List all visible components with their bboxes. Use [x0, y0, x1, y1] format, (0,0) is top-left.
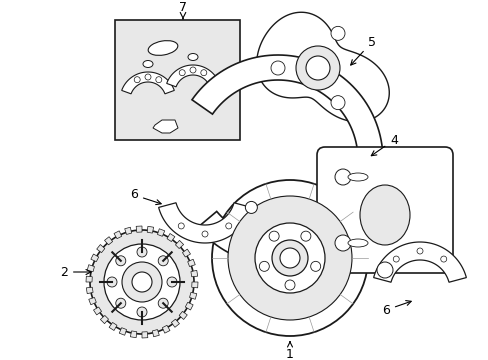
- Polygon shape: [162, 325, 170, 333]
- Ellipse shape: [347, 239, 367, 247]
- Circle shape: [134, 77, 140, 83]
- Polygon shape: [91, 254, 99, 262]
- Polygon shape: [190, 270, 197, 277]
- Polygon shape: [130, 331, 137, 338]
- Polygon shape: [104, 237, 112, 245]
- Text: 5: 5: [350, 36, 375, 65]
- Text: 7: 7: [179, 1, 186, 14]
- Circle shape: [90, 230, 194, 334]
- Ellipse shape: [148, 41, 178, 55]
- Circle shape: [132, 272, 152, 292]
- Circle shape: [212, 180, 367, 336]
- Polygon shape: [100, 315, 108, 324]
- Circle shape: [310, 261, 320, 271]
- Polygon shape: [152, 329, 159, 337]
- Circle shape: [305, 56, 329, 80]
- Polygon shape: [136, 226, 142, 232]
- Circle shape: [201, 70, 206, 76]
- Polygon shape: [158, 203, 251, 243]
- Polygon shape: [97, 244, 104, 253]
- Polygon shape: [175, 240, 183, 248]
- Polygon shape: [153, 120, 178, 133]
- Polygon shape: [124, 227, 131, 234]
- Text: 2: 2: [60, 266, 91, 279]
- Circle shape: [285, 280, 294, 290]
- Circle shape: [107, 277, 117, 287]
- Polygon shape: [373, 242, 466, 282]
- Circle shape: [104, 244, 180, 320]
- Circle shape: [137, 247, 147, 257]
- Text: 6: 6: [381, 301, 410, 316]
- Circle shape: [268, 231, 279, 241]
- Circle shape: [137, 307, 147, 317]
- Polygon shape: [147, 226, 153, 233]
- Polygon shape: [166, 65, 219, 87]
- Polygon shape: [171, 319, 179, 327]
- Circle shape: [259, 261, 269, 271]
- Polygon shape: [88, 297, 96, 305]
- Circle shape: [122, 262, 162, 302]
- Circle shape: [334, 235, 350, 251]
- Circle shape: [330, 96, 345, 110]
- Bar: [115, 20, 240, 140]
- Text: 6: 6: [130, 189, 161, 204]
- Circle shape: [334, 169, 350, 185]
- Circle shape: [254, 223, 325, 293]
- Circle shape: [202, 231, 207, 237]
- Polygon shape: [182, 249, 190, 257]
- Circle shape: [280, 248, 299, 268]
- Circle shape: [295, 46, 339, 90]
- Circle shape: [225, 223, 231, 229]
- Circle shape: [145, 74, 151, 80]
- Polygon shape: [179, 311, 187, 319]
- Polygon shape: [142, 332, 147, 338]
- Ellipse shape: [347, 173, 367, 181]
- Circle shape: [271, 240, 307, 276]
- Circle shape: [178, 223, 184, 229]
- Polygon shape: [167, 234, 175, 242]
- Circle shape: [167, 277, 177, 287]
- Circle shape: [158, 298, 168, 308]
- Polygon shape: [191, 282, 198, 288]
- Polygon shape: [157, 229, 164, 236]
- Circle shape: [392, 256, 398, 262]
- Ellipse shape: [142, 60, 153, 68]
- Circle shape: [227, 196, 351, 320]
- Polygon shape: [87, 265, 94, 271]
- Circle shape: [190, 67, 196, 73]
- Text: 4: 4: [370, 134, 397, 156]
- FancyBboxPatch shape: [316, 147, 452, 273]
- Ellipse shape: [359, 185, 409, 245]
- Polygon shape: [93, 307, 102, 315]
- Circle shape: [179, 70, 185, 76]
- Circle shape: [300, 231, 310, 241]
- Circle shape: [376, 262, 392, 278]
- Polygon shape: [187, 259, 195, 266]
- Polygon shape: [109, 323, 117, 330]
- Circle shape: [270, 61, 285, 75]
- Polygon shape: [192, 55, 382, 265]
- Polygon shape: [256, 12, 388, 122]
- Circle shape: [116, 256, 125, 266]
- Circle shape: [416, 248, 422, 254]
- Polygon shape: [122, 72, 174, 94]
- Text: 1: 1: [285, 342, 293, 360]
- Circle shape: [158, 256, 168, 266]
- Text: 3: 3: [358, 190, 397, 207]
- Polygon shape: [119, 328, 126, 335]
- Polygon shape: [86, 287, 93, 294]
- Circle shape: [440, 256, 446, 262]
- Polygon shape: [185, 302, 193, 310]
- Ellipse shape: [187, 54, 198, 60]
- Circle shape: [330, 26, 345, 40]
- Polygon shape: [114, 231, 122, 239]
- Polygon shape: [189, 292, 196, 299]
- Polygon shape: [86, 276, 92, 282]
- Circle shape: [245, 202, 257, 213]
- Circle shape: [116, 298, 125, 308]
- Circle shape: [156, 77, 162, 83]
